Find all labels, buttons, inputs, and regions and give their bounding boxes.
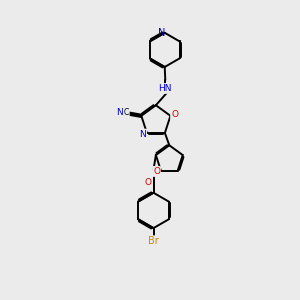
Text: N: N — [158, 28, 165, 38]
Text: O: O — [153, 167, 160, 176]
Text: HN: HN — [159, 84, 172, 93]
Text: O: O — [171, 110, 178, 119]
Text: N: N — [140, 130, 146, 139]
Text: O: O — [145, 178, 152, 187]
Text: C: C — [124, 108, 129, 117]
Text: N: N — [116, 108, 123, 117]
Text: Br: Br — [148, 236, 159, 246]
